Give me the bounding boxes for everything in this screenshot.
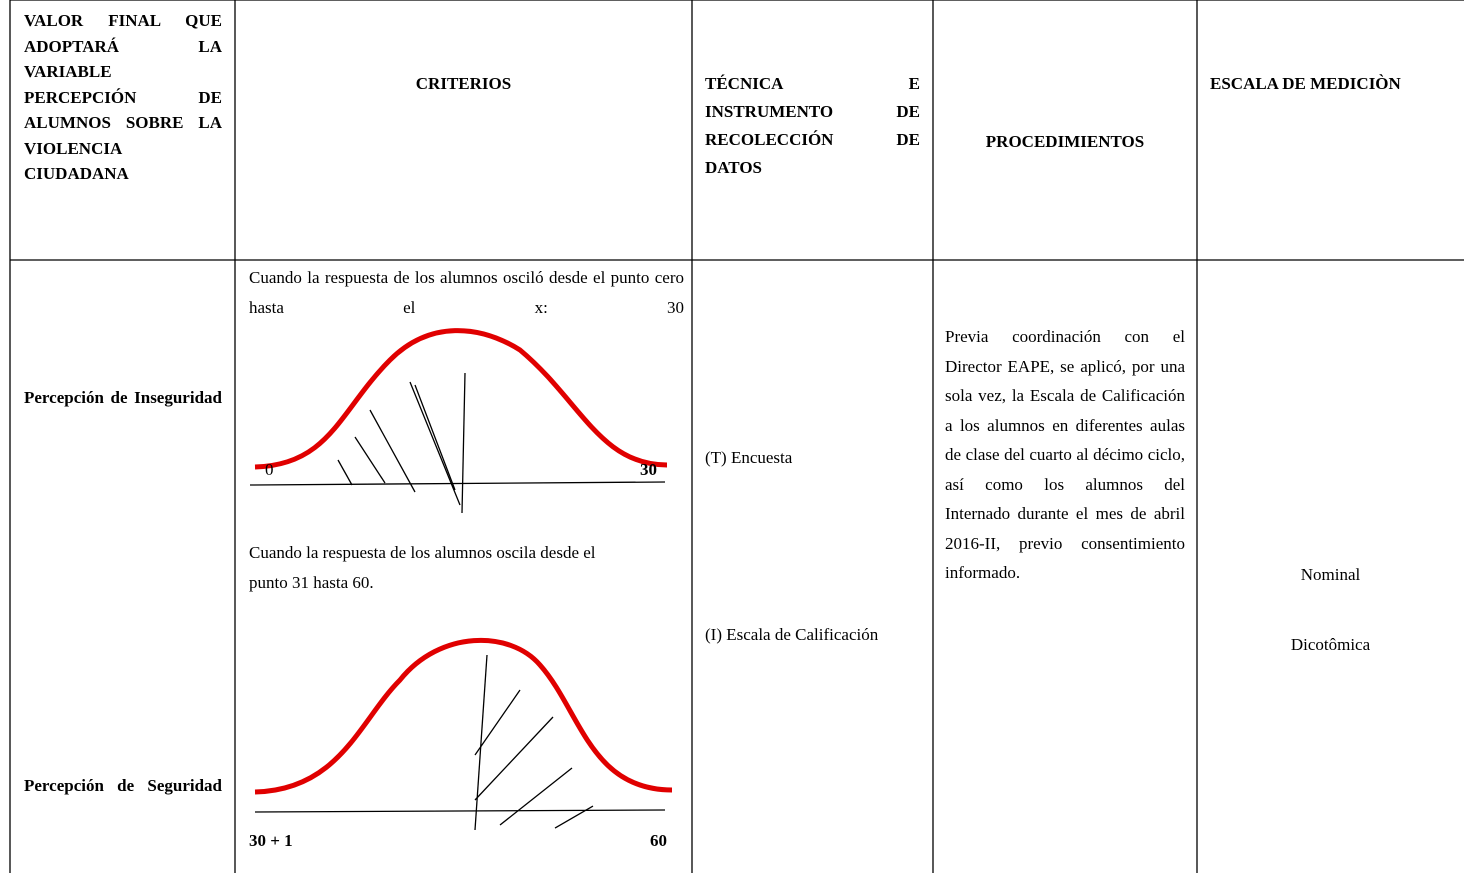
axis-label: 0 (265, 460, 274, 479)
axis-label: 60 (650, 831, 667, 850)
header-cell: CRITERIOS (415, 74, 512, 93)
header-cell: PROCEDIMIENTOS (985, 132, 1145, 151)
scale: Dicotômica (1290, 635, 1371, 654)
header-cell: TÉCNICA E INSTRUMENTO DE RECOLECCIÓN DE … (705, 74, 920, 177)
axis-label: 30 (640, 460, 657, 479)
criteria-text: Cuando la respuesta de los alumnos oscil… (249, 268, 684, 317)
scale: Nominal (1300, 565, 1361, 584)
criteria-text: Cuando la respuesta de los alumnos oscil… (249, 543, 596, 592)
header-cell: VALOR FINAL QUE ADOPTARÁ LA VARIABLE PER… (24, 11, 222, 183)
technique: (T) Encuesta (705, 448, 793, 467)
technique: (I) Escala de Calificación (705, 625, 879, 644)
header-cell: ESCALA DE MEDICIÒN (1210, 74, 1401, 93)
procedure: Previa coordinación con el Director EAPE… (945, 327, 1185, 582)
value-label: Percepción de Inseguridad (24, 388, 222, 407)
axis-label: 30 + 1 (249, 831, 293, 850)
value-label: Percepción de Seguridad (24, 776, 222, 795)
